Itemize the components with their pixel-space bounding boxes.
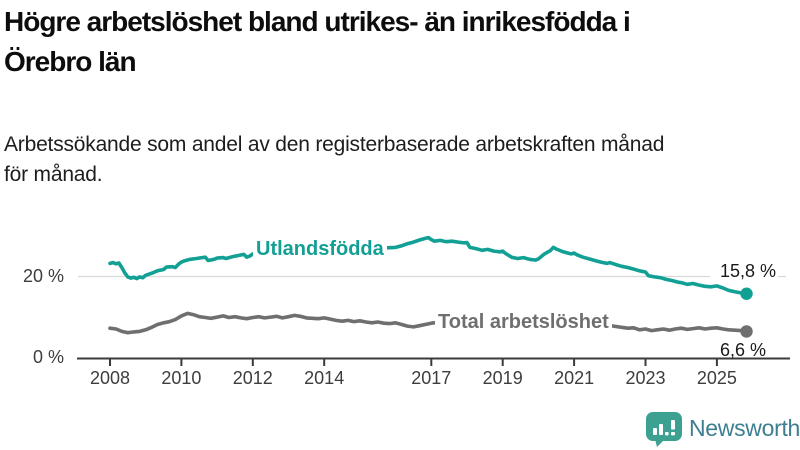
title-line-1: Högre arbetslöshet bland utrikes- än inr…: [4, 6, 631, 37]
newsworthy-logo[interactable]: Newsworthy: [645, 411, 800, 449]
newsworthy-icon: [646, 412, 682, 447]
y-tick-label-0: 0 %: [32, 347, 64, 367]
end-dot-series-1: [740, 325, 753, 338]
x-tick-label-2023: 2023: [625, 368, 666, 388]
subtitle-line-2: för månad.: [4, 163, 103, 186]
end-dot-series-0: [740, 287, 753, 300]
chart-subtitle: Arbetssökande som andel av den registerb…: [4, 130, 664, 190]
x-tick-label-2012: 2012: [232, 368, 273, 388]
series-label-utlandsfodda: Utlandsfödda: [253, 237, 387, 261]
x-tick-label-2021: 2021: [554, 368, 595, 388]
end-value-label-total: 6,6 %: [719, 340, 766, 360]
page-title: Högre arbetslöshet bland utrikes- än inr…: [4, 2, 631, 82]
x-tick-label-2010: 2010: [161, 368, 202, 388]
subtitle-line-1: Arbetssökande som andel av den registerb…: [4, 133, 665, 156]
y-tick-label-20: 20 %: [22, 266, 64, 286]
x-tick-label-2025: 2025: [696, 368, 737, 388]
end-value-label-utlandsfodda: 15,8 %: [710, 260, 778, 282]
title-line-2: Örebro län: [4, 46, 137, 77]
series-line-0: [108, 235, 749, 296]
x-tick-label-2017: 2017: [411, 368, 452, 388]
x-tick-label-2019: 2019: [482, 368, 523, 388]
x-tick-label-2008: 2008: [89, 368, 131, 388]
series-label-total-arbetsloshet: Total arbetslöshet: [435, 310, 612, 334]
x-tick-label-2014: 2014: [304, 368, 345, 388]
newsworthy-logo-text: Newsworthy: [689, 415, 800, 441]
series-line-1: [108, 311, 749, 335]
